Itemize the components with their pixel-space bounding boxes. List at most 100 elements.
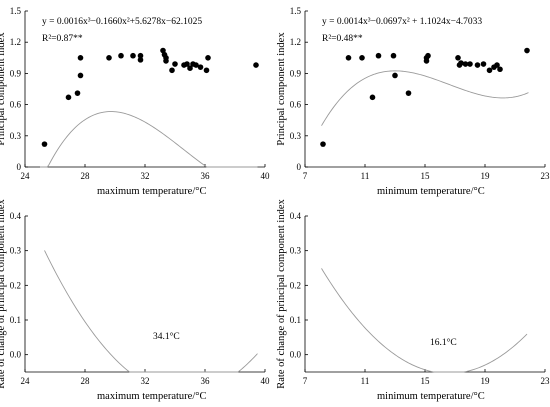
data-point bbox=[375, 52, 382, 59]
x-axis-label: maximum temperature/°C bbox=[97, 391, 206, 402]
y-tick-label: 0.3 bbox=[10, 246, 22, 256]
x-tick-label: 23 bbox=[541, 171, 550, 181]
data-point bbox=[359, 55, 365, 61]
fitted-curve bbox=[321, 70, 529, 126]
x-tick-label: 36 bbox=[201, 171, 211, 181]
data-point bbox=[205, 55, 211, 61]
x-tick-label: 15 bbox=[421, 376, 431, 386]
data-point bbox=[187, 65, 193, 71]
x-tick-label: 32 bbox=[141, 171, 150, 181]
data-point bbox=[118, 52, 124, 59]
data-point bbox=[423, 58, 430, 64]
data-point bbox=[41, 141, 48, 147]
data-point bbox=[320, 141, 326, 147]
data-point bbox=[137, 52, 144, 59]
x-tick-label: 7 bbox=[303, 376, 308, 386]
x-axis-label: minimum temperature/°C bbox=[377, 186, 485, 197]
r-squared-label: R²=0.87** bbox=[42, 34, 83, 44]
data-point bbox=[77, 72, 84, 79]
r-squared-label: R²=0.48** bbox=[322, 34, 363, 44]
minimum-temperature-label: 34.1°C bbox=[153, 331, 180, 342]
data-point bbox=[486, 67, 493, 74]
x-tick-label: 15 bbox=[421, 171, 431, 181]
x-tick-label: 32 bbox=[141, 376, 150, 386]
x-tick-label: 28 bbox=[81, 171, 91, 181]
rate-curve bbox=[321, 268, 528, 373]
data-point bbox=[65, 94, 72, 101]
x-axis-label: minimum temperature/°C bbox=[377, 391, 485, 402]
chart-panel-2: 7 11 15 19 23 0 0.3 0.6 0.9 1.2 1.5 minimum tempera… bbox=[276, 6, 550, 197]
y-tick-label: 1.2 bbox=[10, 37, 21, 47]
y-tick-label: 0.6 bbox=[290, 100, 302, 110]
chart-panel-1: 24 28 32 36 40 0 0.3 0.6 0.9 1.2 1.5 maximum temper… bbox=[0, 6, 270, 197]
y-tick-label: 1.5 bbox=[290, 6, 302, 16]
y-tick-label: 0.3 bbox=[10, 131, 22, 141]
y-tick-label: 0.1 bbox=[290, 315, 301, 325]
data-point bbox=[458, 60, 464, 66]
data-point bbox=[524, 47, 530, 54]
data-point bbox=[77, 55, 84, 61]
data-point bbox=[497, 66, 503, 73]
data-point bbox=[193, 62, 199, 68]
data-point bbox=[455, 55, 461, 61]
x-tick-label: 11 bbox=[361, 376, 370, 386]
equation-label: y = 0.0014x³−0.0697x² + 1.1024x−4.7033 bbox=[322, 17, 482, 27]
x-tick-label: 7 bbox=[303, 171, 308, 181]
x-axis-label: maximum temperature/°C bbox=[97, 186, 206, 197]
y-tick-label: 0.2 bbox=[10, 280, 21, 290]
y-tick-label: 0.9 bbox=[10, 68, 22, 78]
chart-panel-4: 7 11 15 19 23 0.0 0.1 0.2 0.3 0.4 minimum temperat… bbox=[276, 198, 550, 402]
x-tick-label: 19 bbox=[481, 376, 491, 386]
data-point bbox=[184, 61, 190, 67]
data-point bbox=[130, 52, 136, 59]
x-tick-label: 19 bbox=[481, 171, 491, 181]
x-tick-label: 40 bbox=[261, 171, 271, 181]
data-point bbox=[106, 55, 112, 61]
data-point bbox=[425, 52, 431, 59]
data-point bbox=[74, 90, 81, 96]
data-point bbox=[390, 52, 397, 59]
data-point bbox=[163, 58, 169, 64]
y-axis-label: Rate of change of principal component in… bbox=[276, 198, 287, 388]
y-tick-label: 0.4 bbox=[10, 211, 22, 221]
y-tick-label: 0.0 bbox=[10, 350, 22, 360]
y-tick-label: 0.4 bbox=[290, 211, 302, 221]
data-point bbox=[392, 72, 398, 79]
equation-label: y = 0.0016x³−0.1660x²+5.6278x−62.1025 bbox=[42, 17, 202, 27]
data-point bbox=[345, 55, 352, 61]
minimum-temperature-label: 16.1°C bbox=[430, 337, 457, 348]
x-tick-label: 24 bbox=[21, 376, 31, 386]
x-tick-label: 28 bbox=[81, 376, 91, 386]
y-tick-label: 0 bbox=[297, 162, 302, 172]
data-point bbox=[467, 61, 473, 67]
data-point bbox=[480, 61, 487, 67]
data-point bbox=[253, 62, 259, 68]
y-tick-label: 0.3 bbox=[290, 246, 302, 256]
y-tick-label: 0.1 bbox=[10, 315, 21, 325]
y-tick-label: 0.2 bbox=[290, 280, 301, 290]
y-axis-label: Principal component index bbox=[0, 32, 7, 146]
y-tick-label: 1.5 bbox=[10, 6, 22, 16]
fitted-curve bbox=[40, 111, 258, 168]
y-tick-label: 0.0 bbox=[290, 350, 302, 360]
y-tick-label: 1.2 bbox=[290, 37, 301, 47]
data-point bbox=[197, 64, 204, 70]
x-tick-label: 40 bbox=[261, 376, 271, 386]
data-point bbox=[203, 67, 210, 74]
y-tick-label: 0.3 bbox=[290, 131, 302, 141]
y-tick-label: 0.6 bbox=[10, 100, 22, 110]
rate-curve bbox=[44, 250, 258, 373]
y-tick-label: 0.9 bbox=[290, 68, 302, 78]
y-axis-label: Principal component index bbox=[276, 32, 287, 146]
x-tick-label: 11 bbox=[361, 171, 370, 181]
data-point bbox=[494, 62, 500, 68]
data-point bbox=[137, 57, 144, 63]
y-tick-label: 0 bbox=[17, 162, 22, 172]
data-point bbox=[474, 62, 481, 68]
chart-panel-3: 24 28 32 36 40 0.0 0.1 0.2 0.3 0.4 maximum tempera… bbox=[0, 198, 270, 402]
y-axis-label: Rate of change of principal component in… bbox=[0, 198, 7, 388]
x-tick-label: 23 bbox=[541, 376, 550, 386]
x-tick-label: 24 bbox=[21, 171, 31, 181]
data-point bbox=[405, 90, 412, 96]
